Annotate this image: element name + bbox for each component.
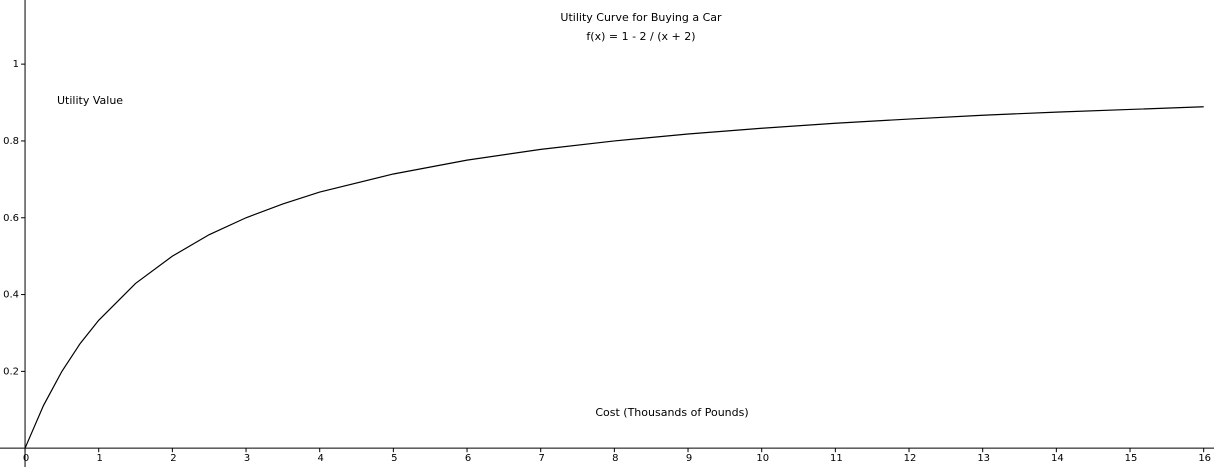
x-tick-label: 4 [318, 453, 324, 464]
x-tick-label: 14 [1051, 453, 1064, 464]
y-axis-label: Utility Value [57, 94, 123, 107]
chart-title: Utility Curve for Buying a Car [560, 11, 722, 24]
x-tick-label: 16 [1198, 453, 1211, 464]
curve [24, 106, 1204, 449]
y-tick-label: 0.2 [3, 366, 19, 377]
x-tick-label: 3 [244, 453, 250, 464]
x-tick-label: 7 [539, 453, 545, 464]
y-tick-label: 0.8 [3, 136, 19, 147]
x-tick-label: 9 [686, 453, 692, 464]
y-tick-label: 0.4 [3, 290, 19, 301]
x-tick-label: 6 [465, 453, 471, 464]
x-tick-label: 11 [830, 453, 843, 464]
x-tick-label: 5 [391, 453, 397, 464]
x-tick-label: 12 [904, 453, 917, 464]
x-axis-label: Cost (Thousands of Pounds) [595, 406, 748, 419]
chart-subtitle: f(x) = 1 - 2 / (x + 2) [586, 30, 695, 43]
x-tick-label: 13 [977, 453, 990, 464]
x-tick-label: 1 [97, 453, 103, 464]
x-tick-label: 10 [756, 453, 769, 464]
y-tick-label: 0.6 [3, 213, 19, 224]
x-tick-label: 0 [23, 453, 29, 464]
y-tick-label: 1 [13, 59, 19, 70]
x-tick-label: 8 [612, 453, 618, 464]
x-tick-label: 15 [1125, 453, 1138, 464]
x-tick-label: 2 [170, 453, 176, 464]
